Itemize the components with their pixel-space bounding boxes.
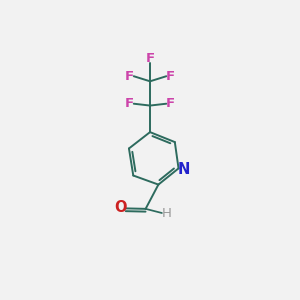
Text: F: F — [146, 52, 154, 65]
Text: H: H — [162, 206, 172, 220]
Text: F: F — [166, 70, 175, 83]
Text: O: O — [115, 200, 127, 215]
Text: F: F — [125, 97, 134, 110]
Text: N: N — [178, 162, 190, 177]
Text: F: F — [166, 97, 175, 110]
Text: F: F — [125, 70, 134, 83]
